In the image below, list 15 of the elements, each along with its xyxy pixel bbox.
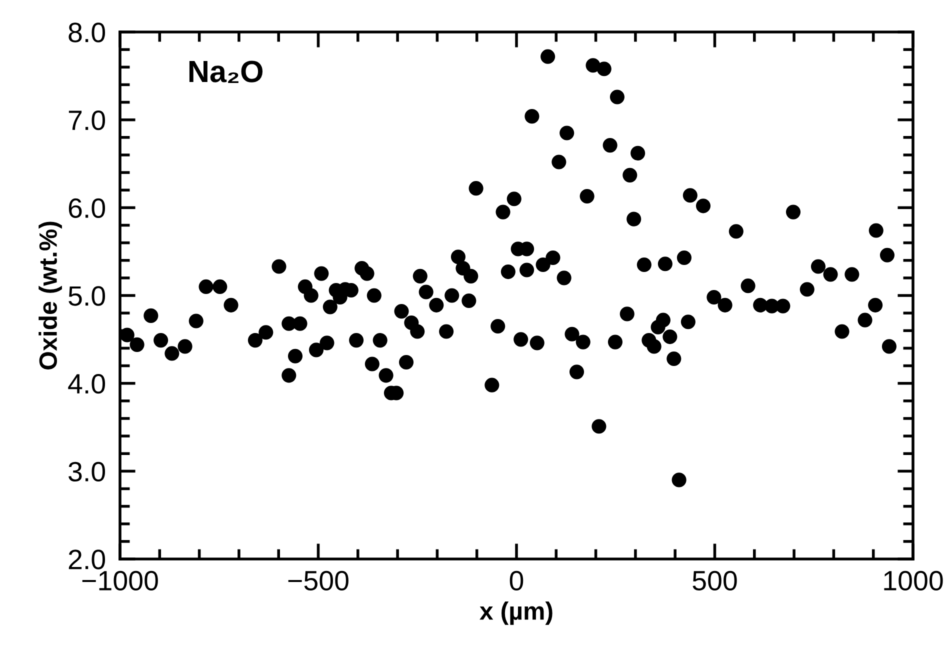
annotation: Na₂O — [189, 60, 263, 84]
y-axis-title: Oxide (wt.%) — [38, 222, 62, 370]
y-tick-label: 8.0 — [68, 22, 106, 42]
y-tick-label: 6.0 — [68, 198, 106, 218]
x-tick-label: −1000 — [82, 570, 158, 591]
y-tick-label: 4.0 — [68, 374, 106, 394]
x-axis-title: x (µm) — [480, 602, 552, 625]
x-tick-label: 1000 — [884, 570, 943, 591]
x-tick-label: 0 — [510, 570, 524, 591]
x-tick-label: 500 — [692, 570, 737, 591]
y-tick-label: 3.0 — [68, 462, 106, 482]
x-tick-label: −500 — [288, 570, 348, 591]
y-tick-label: 5.0 — [68, 286, 106, 306]
y-tick-label: 2.0 — [68, 550, 106, 570]
y-tick-label: 7.0 — [68, 110, 106, 130]
